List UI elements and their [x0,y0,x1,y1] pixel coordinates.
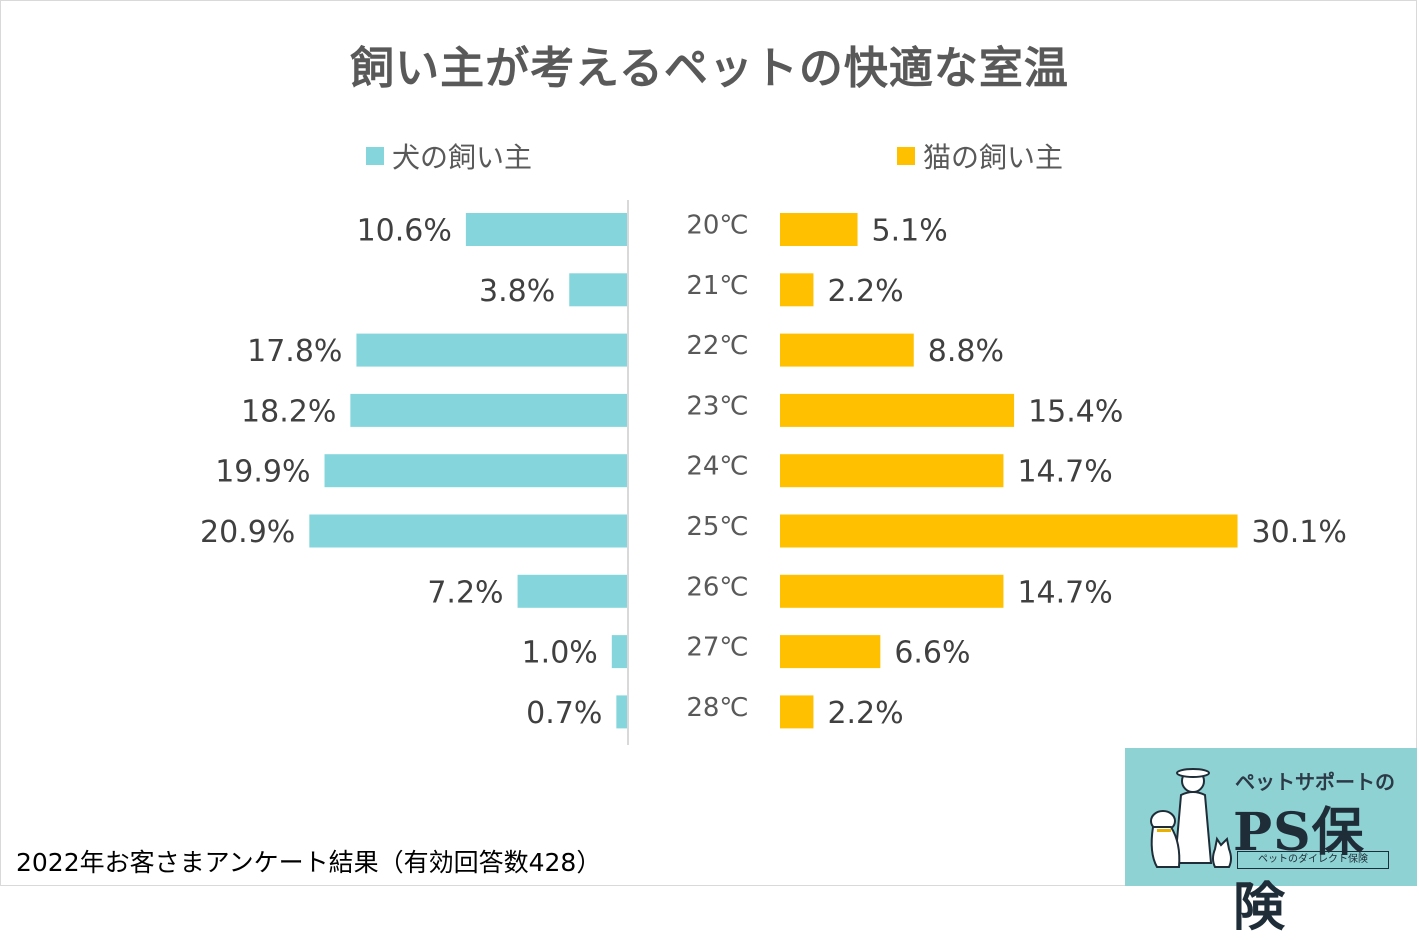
dog-value-label: 0.7% [526,696,602,731]
dog-bar [517,574,627,608]
cat-value-label: 14.7% [1017,455,1112,490]
butterfly-bar-chart: 10.6% 20℃ 5.1% 3.8% 21℃ 2.2% 17.8% 22℃ 8.8% 18.2%… [200,200,1347,745]
cat-value-label: 6.6% [894,636,970,671]
temperature-category-label: 21℃ [686,271,748,301]
cat-value-label: 2.2% [827,696,903,731]
cat-value-label: 2.2% [827,274,903,309]
cat-bar [780,333,914,367]
chart-frame [0,0,1417,886]
cat-value-label: 8.8% [928,334,1004,369]
temperature-category-label: 20℃ [686,211,748,241]
temperature-category-label: 25℃ [686,512,748,542]
chart-title: 飼い主が考えるペットの快適な室温 [350,43,1069,94]
dog-bar [356,333,627,367]
ps-insurance-logo: ペットサポートの PS保険 ペットのダイレクト保険 [1125,748,1417,938]
legend-cat-owners: 猫の飼い主 [897,136,1063,176]
dog-bar [324,454,627,488]
dog-value-label: 20.9% [200,515,295,550]
dog-value-label: 7.2% [427,575,503,610]
dog-bar [350,393,627,427]
cat-bar [780,514,1238,548]
temperature-category-label: 23℃ [686,391,748,421]
legend-label-cat: 猫の飼い主 [923,141,1064,174]
dog-value-label: 3.8% [479,274,555,309]
dog-value-label: 17.8% [247,334,342,369]
legend-swatch-cat [897,147,915,165]
cat-bar [780,454,1004,488]
cat-value-label: 5.1% [872,214,948,249]
cat-value-label: 30.1% [1252,515,1347,550]
cat-value-label: 14.7% [1017,575,1112,610]
dog-value-label: 1.0% [522,636,598,671]
cat-bar [780,574,1004,608]
dog-value-label: 18.2% [241,394,336,429]
logo-subline: ペットのダイレクト保険 [1237,851,1389,869]
temperature-category-label: 27℃ [686,633,748,663]
temperature-category-label: 28℃ [686,693,748,723]
pet-owner-with-dog-and-cat-icon [1150,768,1232,868]
dog-value-label: 19.9% [215,455,310,490]
dog-bar [465,213,627,246]
cat-bar [780,213,858,246]
cat-value-label: 15.4% [1028,394,1123,429]
dog-bar [611,635,627,669]
dog-value-label: 10.6% [357,214,452,249]
cat-bar [780,695,814,729]
legend-dog-owners: 犬の飼い主 [366,136,532,176]
temperature-category-label: 26℃ [686,572,748,602]
logo-tagline: ペットサポートの [1235,770,1395,794]
dog-bar [569,273,627,307]
cat-bar [780,635,881,669]
dog-bar [309,514,627,548]
footnote: 2022年お客さまアンケート結果（有効回答数428） [16,848,602,877]
temperature-category-label: 24℃ [686,452,748,482]
cat-bar [780,393,1015,427]
legend-label-dog: 犬の飼い主 [392,141,533,174]
legend-swatch-dog [366,147,384,165]
temperature-category-label: 22℃ [686,331,748,361]
dog-bar [616,695,627,729]
cat-bar [780,273,814,307]
